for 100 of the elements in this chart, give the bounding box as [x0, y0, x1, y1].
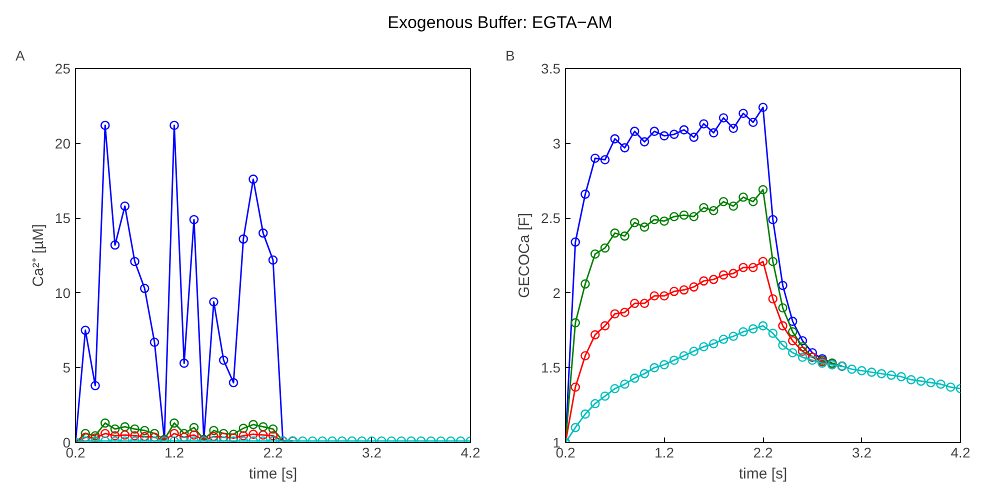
point: [689, 282, 699, 292]
point: [758, 102, 768, 112]
point: [946, 382, 956, 392]
point: [708, 128, 718, 138]
chart-title: Exogenous Buffer: EGTA−AM: [388, 12, 612, 34]
point: [268, 255, 278, 265]
point: [258, 228, 268, 238]
point: [906, 375, 916, 384]
point: [778, 321, 788, 330]
point: [110, 431, 120, 440]
point: [620, 231, 630, 241]
point: [699, 276, 708, 286]
point: [170, 120, 179, 130]
point: [110, 240, 120, 250]
point: [768, 214, 778, 224]
point: [248, 430, 258, 439]
point: [798, 342, 808, 352]
point: [209, 432, 218, 442]
point: [620, 143, 630, 152]
point: [218, 356, 228, 365]
point: [699, 202, 708, 212]
point: [268, 431, 278, 440]
point: [660, 131, 669, 140]
point: [600, 391, 610, 401]
point: [150, 338, 160, 347]
point: [866, 368, 876, 377]
y-axis-title: Ca²⁺ [µM]: [30, 224, 47, 287]
point: [228, 430, 238, 439]
point: [778, 340, 788, 350]
text: A: [16, 48, 26, 64]
y-tick-label: 15: [54, 210, 71, 226]
point: [170, 418, 179, 428]
point: [570, 237, 580, 247]
point: [130, 256, 140, 266]
point: [238, 431, 248, 440]
point: [768, 294, 778, 304]
point: [718, 270, 728, 280]
point: [788, 336, 798, 346]
point: [650, 126, 660, 136]
point: [798, 346, 808, 356]
x-tick-label: 3.2: [852, 444, 872, 460]
point: [936, 380, 946, 389]
y-tick-label: 25: [54, 60, 71, 76]
y-axis-title: GECOCa [F]: [516, 212, 534, 298]
point: [580, 409, 590, 419]
point: [179, 432, 189, 442]
point: [660, 360, 669, 370]
point: [590, 154, 600, 163]
point: [580, 190, 590, 199]
point: [788, 316, 798, 326]
point: [798, 336, 808, 346]
point: [758, 321, 768, 330]
point: [650, 363, 660, 372]
point: [228, 378, 238, 388]
point: [120, 430, 130, 440]
point: [80, 428, 90, 438]
y-tick-label: 2.5: [541, 210, 561, 226]
y-tick-label: 3.5: [541, 60, 561, 76]
point: [620, 308, 630, 317]
point: [590, 249, 600, 259]
text: B: [506, 48, 515, 64]
point: [798, 352, 808, 362]
point: [90, 381, 100, 390]
point: [758, 256, 768, 266]
point: [218, 428, 228, 438]
point: [689, 132, 699, 142]
point: [738, 192, 748, 202]
point: [758, 185, 768, 194]
x-tick-label: 1.2: [164, 444, 184, 460]
point: [580, 351, 590, 360]
point: [650, 291, 660, 301]
point: [590, 330, 600, 340]
point: [179, 358, 189, 368]
point: [916, 376, 926, 386]
x-tick-label: 1.2: [654, 444, 674, 460]
x-axis-title: time [s]: [248, 466, 298, 482]
point: [689, 346, 699, 356]
point: [660, 291, 669, 301]
point: [808, 356, 818, 365]
point: [778, 303, 788, 312]
point: [738, 262, 748, 272]
point: [570, 422, 580, 432]
point: [120, 201, 130, 211]
point: [120, 422, 130, 432]
point: [718, 334, 728, 344]
point: [620, 380, 630, 389]
point: [886, 370, 896, 380]
point: [669, 212, 679, 222]
point: [630, 218, 640, 228]
point: [258, 422, 268, 432]
point: [640, 222, 650, 232]
point: [708, 339, 718, 348]
point: [660, 216, 669, 226]
point: [600, 321, 610, 330]
point: [718, 113, 728, 123]
point: [630, 126, 640, 136]
point: [708, 274, 718, 284]
point: [748, 324, 758, 334]
point: [679, 351, 689, 360]
point: [600, 243, 610, 253]
